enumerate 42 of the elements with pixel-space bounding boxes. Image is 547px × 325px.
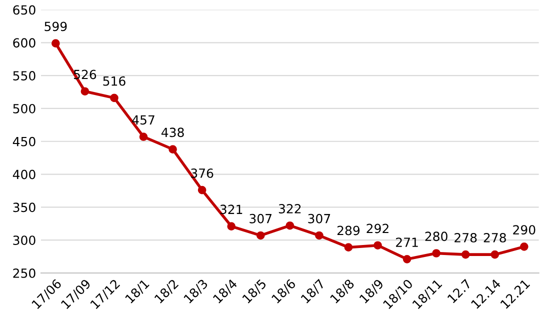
point [344, 243, 353, 252]
point [80, 87, 90, 96]
point [52, 39, 60, 48]
data-label: 307 [308, 214, 330, 224]
point [520, 242, 528, 251]
data-label: 599 [44, 22, 67, 32]
point [198, 186, 206, 194]
point [374, 241, 382, 250]
y-tick-label: 250 [13, 268, 36, 278]
data-label: 516 [103, 76, 126, 86]
y-tick-label: 450 [12, 136, 36, 146]
data-label: 278 [484, 232, 506, 242]
point [256, 231, 265, 240]
data-label: 376 [191, 168, 214, 178]
point [139, 132, 148, 141]
y-tick-label: 550 [13, 71, 36, 80]
data-label: 438 [161, 128, 184, 138]
data-label: 292 [366, 224, 388, 234]
y-tick-label: 400 [12, 170, 36, 180]
data-label: 289 [337, 226, 360, 236]
data-label: 321 [220, 204, 242, 214]
point [315, 231, 324, 240]
point [461, 250, 470, 259]
y-tick-label: 300 [13, 236, 36, 246]
data-label: 290 [513, 225, 536, 235]
data-label: 271 [396, 238, 418, 247]
point [402, 255, 412, 264]
y-tick-label: 650 [13, 5, 36, 15]
y-tick-label: 600 [13, 38, 36, 48]
point [168, 145, 177, 154]
point [286, 221, 294, 230]
point [227, 222, 236, 230]
data-label: 307 [250, 214, 272, 224]
data-label: 280 [425, 232, 448, 242]
data-label: 278 [454, 232, 477, 242]
data-label: 457 [132, 115, 154, 125]
point [490, 250, 500, 259]
point [110, 94, 118, 102]
data-label: 322 [278, 204, 301, 214]
y-tick-label: 350 [13, 202, 36, 212]
y-tick-label: 500 [13, 104, 36, 114]
point [432, 249, 440, 258]
